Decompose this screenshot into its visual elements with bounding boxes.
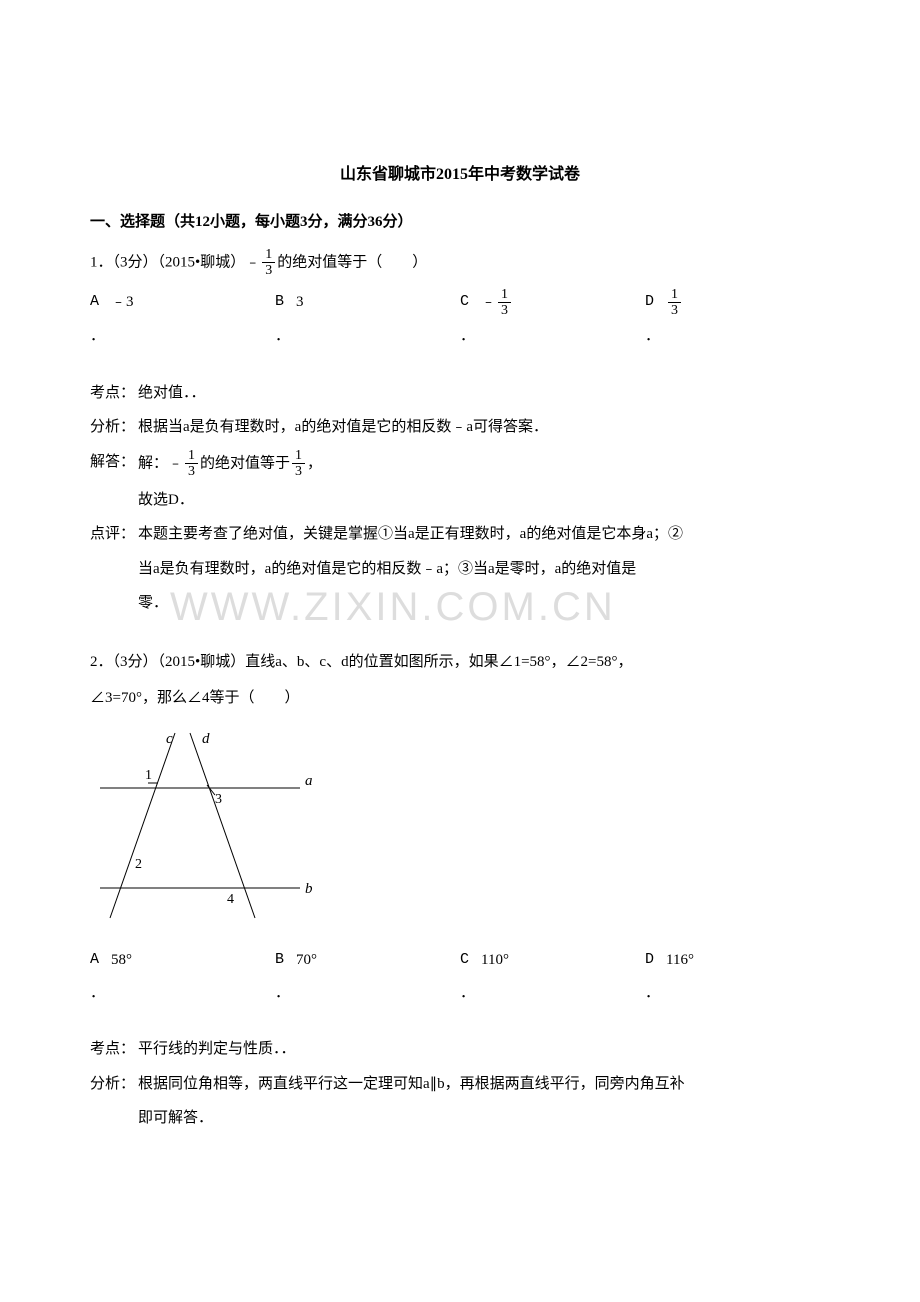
q1-option-dots: ． ． ． ． <box>90 322 830 351</box>
q2-option-b: B70° <box>275 946 460 975</box>
q2-text-line1: 2．（3分）（2015•聊城）直线a、b、c、d的位置如图所示，如果∠1=58°… <box>90 648 830 677</box>
q1-option-a: A﹣3 <box>90 287 275 319</box>
q2-option-c: C110° <box>460 946 645 975</box>
svg-text:3: 3 <box>215 792 222 807</box>
q1-options: A﹣3 B3 C﹣13 D13 <box>90 287 830 319</box>
q1-option-b: B3 <box>275 287 460 319</box>
svg-text:1: 1 <box>145 768 152 783</box>
svg-text:a: a <box>305 773 313 789</box>
q1-option-d: D13 <box>645 287 830 319</box>
q1-text: 1．（3分）（2015•聊城）﹣13的绝对值等于（ ） <box>90 247 830 279</box>
q2-text-line2: ∠3=70°，那么∠4等于（ ） <box>90 684 830 713</box>
q1-option-c: C﹣13 <box>460 287 645 319</box>
q2-option-d: D116° <box>645 946 830 975</box>
q1-analysis: 考点： 绝对值．． 分析： 根据当a是负有理数时，a的绝对值是它的相反数﹣a可得… <box>90 379 830 618</box>
svg-text:c: c <box>166 731 173 747</box>
section-header: 一、选择题（共12小题，每小题3分，满分36分） <box>90 208 830 237</box>
svg-text:4: 4 <box>227 892 234 907</box>
exam-title: 山东省聊城市2015年中考数学试卷 <box>90 160 830 190</box>
svg-text:d: d <box>202 731 210 747</box>
q2-options: A58° B70° C110° D116° <box>90 946 830 975</box>
svg-text:b: b <box>305 881 313 897</box>
q2-option-dots: ． ． ． ． <box>90 979 830 1008</box>
q2-diagram: c d a b 1 3 2 4 <box>90 723 830 939</box>
q2-option-a: A58° <box>90 946 275 975</box>
svg-text:2: 2 <box>135 857 142 872</box>
q2-analysis: 考点： 平行线的判定与性质．． 分析： 根据同位角相等，两直线平行这一定理可知a… <box>90 1035 830 1133</box>
